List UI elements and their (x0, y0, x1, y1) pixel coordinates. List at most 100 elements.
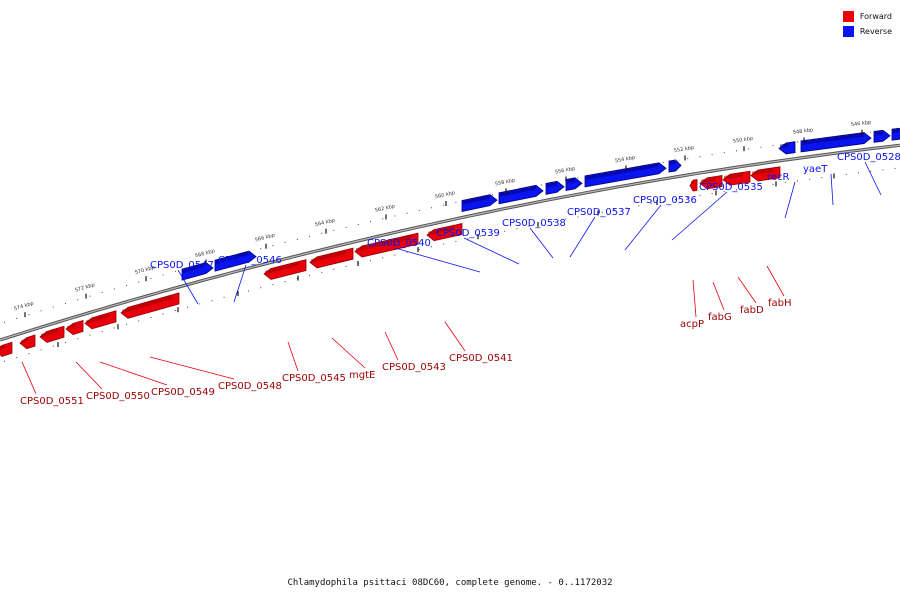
tick-dot-lower (772, 183, 774, 185)
reverse-gene-arrow-shade (216, 251, 249, 265)
forward-gene-arrow-shade (724, 172, 743, 180)
tick-dot-upper (882, 130, 884, 132)
tick-dot-upper (382, 218, 384, 220)
tick-dot-upper (89, 295, 91, 297)
tick-dot-lower (882, 169, 884, 171)
tick-dot-lower (760, 185, 762, 187)
tick-dot-upper (467, 199, 469, 201)
reverse-gene-arrow (778, 141, 796, 155)
reverse-gene-arrow (214, 250, 257, 272)
tick-dot-lower (406, 251, 408, 253)
forward-gene-label: CPS0D_0551 (20, 396, 84, 407)
reverse-gene-label: CPS0D_0538 (502, 218, 566, 229)
forward-gene-leader (287, 341, 299, 372)
reverse-gene-label: CPS0D_0536 (633, 195, 697, 206)
tick-dot-upper (296, 238, 298, 240)
legend-item-reverse: Reverse (842, 24, 892, 39)
tick-dot-upper (406, 212, 408, 214)
tick-dot-lower (748, 187, 750, 189)
forward-gene-arrow-shade (428, 225, 455, 236)
leader-lines-layer (21, 161, 882, 395)
tick-dot-upper (357, 224, 359, 226)
tick-dot-lower (504, 230, 506, 232)
legend: Forward Reverse (842, 9, 892, 39)
tick-dot-lower (345, 265, 347, 267)
tick-dot-lower (284, 280, 286, 282)
tick-dot-lower (138, 320, 140, 322)
forward-gene-arrow-shade (265, 261, 299, 275)
reverse-gene-arrow-shade (893, 128, 900, 134)
tick-dot-lower (101, 331, 103, 333)
reverse-gene-arrow-shade (586, 163, 659, 180)
tick-dot-lower (492, 233, 493, 235)
tick-dot-upper (16, 317, 18, 319)
tick-dot-upper (101, 292, 103, 294)
tick-dot-upper (309, 235, 310, 237)
tick-dot-lower (443, 243, 445, 245)
tick-dot-upper (52, 306, 54, 308)
tick-dot-lower (601, 211, 603, 213)
forward-gene-arrow (39, 325, 65, 343)
tick-dot-upper (260, 248, 262, 250)
tick-dot-upper (662, 162, 664, 164)
forward-gene-label: fabG (708, 312, 732, 323)
forward-gene-leader (444, 321, 466, 352)
tick-label: 552 kbp (673, 145, 694, 154)
forward-gene-arrow-shade (0, 345, 5, 351)
forward-gene-arrow-shade (691, 180, 694, 185)
tick-dot-upper (711, 154, 713, 156)
tick-dot-lower (309, 274, 310, 276)
tick-label: 548 kbp (793, 127, 814, 136)
tick-dot-lower (894, 167, 896, 169)
forward-gene-leader (384, 331, 399, 361)
tick-dot-upper (553, 182, 554, 184)
tick-dot-upper (235, 254, 237, 256)
tick-dot-lower (638, 205, 640, 207)
tick-dot-lower (516, 228, 518, 230)
tick-dot-lower (845, 173, 847, 175)
tick-dot-upper (528, 186, 530, 188)
tick-dot-lower (858, 172, 859, 174)
tick-dot-upper (760, 146, 762, 148)
tick-dot-upper (540, 184, 542, 186)
tick-dot-lower (540, 223, 542, 225)
tick-dot-lower (126, 323, 127, 325)
reverse-gene-leader (830, 173, 834, 206)
tick-dot-lower (589, 214, 591, 216)
forward-gene-arrow-shade (122, 295, 172, 314)
reverse-gene-leader (463, 237, 520, 265)
forward-gene-arrow (689, 178, 698, 192)
tick-dot-lower (662, 201, 664, 203)
tick-dots (4, 128, 896, 362)
reverse-gene-arrow (181, 262, 214, 281)
tick-dot-lower (723, 191, 725, 193)
tick-label: 564 kbp (314, 218, 335, 229)
tick-dot-upper (492, 194, 493, 196)
tick-dot-upper (4, 321, 5, 323)
reverse-gene-arrow-shade (547, 181, 557, 188)
tick-dot-upper (199, 264, 201, 266)
reverse-gene-leader (784, 181, 796, 219)
tick-dot-lower (565, 218, 567, 220)
tick-dot-lower (370, 260, 371, 262)
tick-dot-upper (858, 133, 859, 135)
legend-swatch-forward (842, 11, 854, 22)
tick-dot-upper (333, 229, 335, 231)
forward-gene-arrow (699, 175, 723, 190)
tick-dot-upper (516, 189, 518, 191)
tick-dot-upper (833, 136, 835, 138)
map-caption: Chlamydophila psittaci 08DC60, complete … (287, 578, 613, 588)
reverse-gene-arrow-shade (875, 130, 883, 136)
forward-gene-leader (712, 281, 725, 311)
tick-dot-upper (699, 156, 701, 158)
reverse-gene-label: CPS0D_0540 (367, 238, 431, 249)
reverse-gene-leader (624, 204, 662, 251)
tick-dot-upper (394, 215, 396, 217)
gene-labels-layer: CPS0D_0547 CPS0D_0546 CPS0D_0540 CPS0D_0539… (20, 152, 900, 407)
reverse-gene-arrow-shade (463, 195, 490, 205)
tick-dot-upper (870, 131, 872, 133)
forward-gene-arrow-shade (311, 250, 346, 263)
tick-dot-lower (479, 235, 481, 237)
tick-dot-lower (52, 345, 54, 347)
gene-arrows-layer (0, 127, 900, 357)
